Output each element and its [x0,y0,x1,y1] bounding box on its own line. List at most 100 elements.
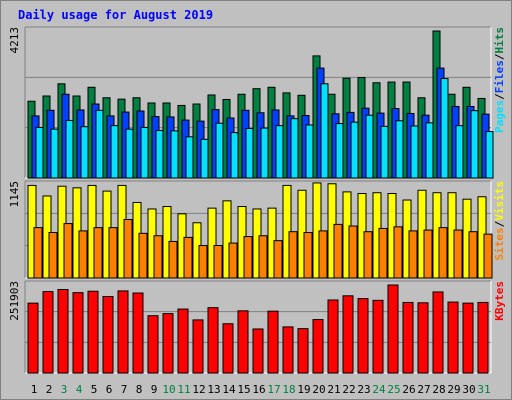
y-max-label: 4213 [8,27,21,54]
bar-sites-19 [303,232,313,279]
legend-part: / [493,93,506,100]
x-tick-label: 7 [121,383,128,396]
bar-pages-13 [215,122,224,179]
bar-kbytes-1 [27,302,39,374]
bar-pages-5 [95,109,104,179]
y-max-label: 1145 [8,181,21,208]
bar-pages-3 [65,119,74,179]
x-tick-label: 29 [447,383,460,396]
x-tick-label: 18 [282,383,295,396]
bar-sites-16 [258,235,268,279]
bar-kbytes-7 [117,290,129,374]
bar-kbytes-28 [432,291,444,374]
bar-pages-22 [350,121,359,179]
bar-sites-28 [438,227,448,279]
bar-kbytes-13 [207,307,219,374]
bar-pages-19 [305,124,314,179]
bar-sites-12 [198,245,208,279]
bar-sites-24 [378,227,388,279]
bar-sites-18 [288,231,298,279]
bar-pages-17 [275,125,284,179]
bar-sites-9 [153,235,163,279]
bar-pages-29 [455,125,464,179]
bar-kbytes-5 [87,290,99,374]
bar-sites-25 [393,226,403,279]
x-tick-label: 20 [312,383,325,396]
bar-pages-26 [410,125,419,179]
x-tick-label: 31 [477,383,490,396]
series-visits [27,182,487,279]
x-axis-ticks: 1 2 3 4 5 6 7 8 9 10 11 12 13 14 15 16 17 18 19 20 21 22 23 24 2… [31,383,491,396]
bar-kbytes-10 [162,313,174,374]
panel-hits-files-pages: 4213 Pages/Files/Hits [8,26,506,179]
legend-part: / [493,220,506,227]
series-sites [33,219,493,279]
bar-kbytes-19 [297,328,309,374]
bar-pages-6 [110,125,119,179]
bar-kbytes-6 [102,295,114,374]
bar-pages-18 [290,118,299,179]
bar-kbytes-30 [462,302,474,374]
bar-pages-9 [155,130,164,179]
x-tick-label: 19 [297,383,310,396]
bar-visits-13 [207,207,217,279]
bar-kbytes-23 [357,298,369,374]
bar-sites-23 [363,231,373,279]
legend-part: / [493,53,506,60]
x-tick-label: 15 [237,383,250,396]
x-tick-label: 28 [432,383,445,396]
bar-sites-14 [228,242,238,279]
x-tick-label: 6 [106,383,113,396]
x-tick-label: 13 [207,383,220,396]
x-tick-label: 30 [462,383,475,396]
bar-pages-25 [395,120,404,179]
x-tick-label: 12 [192,383,205,396]
bar-sites-10 [168,240,178,279]
bar-pages-16 [260,127,269,179]
bar-kbytes-14 [222,323,234,374]
bar-sites-20 [318,230,328,279]
x-tick-label: 3 [61,383,68,396]
bar-kbytes-22 [342,295,354,374]
bar-pages-31 [485,131,494,179]
legend-part: Files [493,60,506,93]
bar-kbytes-8 [132,292,144,374]
bar-kbytes-27 [417,302,429,374]
x-tick-label: 1 [31,383,38,396]
bar-sites-26 [408,230,418,279]
bar-pages-1 [35,126,44,179]
bar-pages-15 [245,127,254,179]
legend-label-kbytes: KBytes [493,281,506,321]
x-tick-label: 11 [177,383,190,396]
bar-pages-20 [320,83,329,179]
panel-visits-sites: 1145 Sites/Visits [8,180,506,279]
bar-kbytes-11 [177,308,189,374]
bar-pages-30 [470,110,479,179]
x-tick-label: 9 [151,383,158,396]
bar-pages-10 [170,130,179,179]
bar-sites-8 [138,232,148,279]
bar-kbytes-25 [387,284,399,374]
bar-kbytes-3 [57,289,69,374]
bar-sites-7 [123,219,133,279]
legend-part: Hits [493,27,506,54]
bar-pages-23 [365,114,374,179]
bar-sites-1 [33,227,43,279]
x-tick-label: 21 [327,383,340,396]
legend-label-hits-files-pages: Pages/Files/Hits [493,27,506,133]
y-max-label: 251903 [8,281,21,321]
bar-kbytes-24 [372,299,384,374]
x-tick-label: 5 [91,383,98,396]
bar-sites-29 [453,229,463,279]
bar-pages-12 [200,138,209,179]
bar-sites-27 [423,229,433,279]
bar-kbytes-18 [282,326,294,374]
x-tick-label: 27 [417,383,430,396]
bar-pages-27 [425,122,434,179]
bar-pages-28 [440,78,449,179]
bar-pages-8 [140,126,149,179]
bar-pages-11 [185,136,194,179]
bar-kbytes-17 [267,310,279,374]
